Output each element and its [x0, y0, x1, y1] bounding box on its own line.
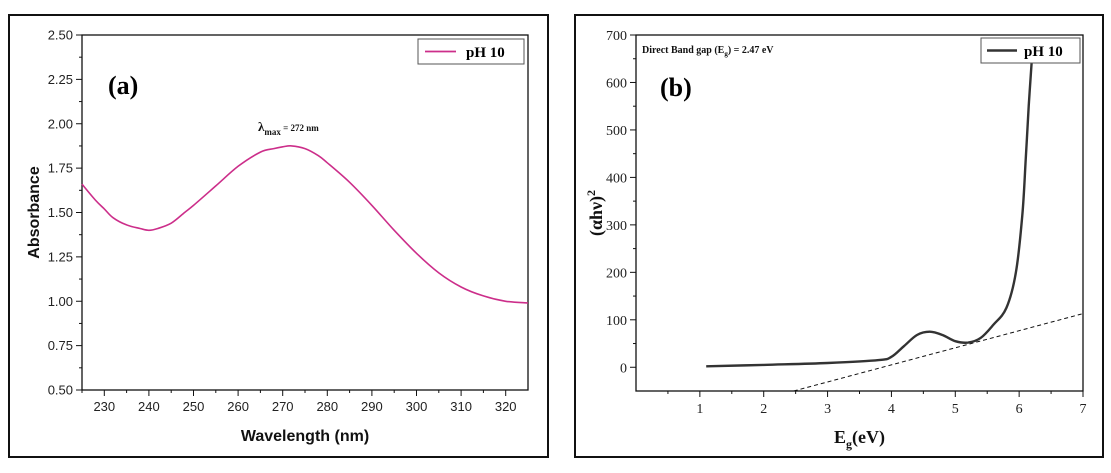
y-tick-label: 2.00: [48, 116, 73, 131]
panel-label: (a): [108, 71, 138, 100]
y-tick-label: 300: [606, 219, 627, 234]
x-tick-label: 280: [316, 399, 338, 414]
plot-frame: [81, 34, 529, 391]
x-axis-title: Wavelength (nm): [241, 428, 369, 445]
x-tick-label: 1: [696, 402, 703, 417]
y-tick-label: 0.75: [48, 338, 73, 353]
band-gap-annotation: Direct Band gap (Eg) = 2.47 eV: [642, 45, 774, 58]
x-tick-label: 310: [450, 399, 472, 414]
x-tick-label: 2: [760, 402, 767, 417]
y-tick-label: 500: [606, 124, 627, 139]
x-tick-label: 7: [1080, 402, 1087, 417]
y-tick-label: 200: [606, 266, 627, 281]
x-tick-label: 300: [406, 399, 428, 414]
x-tick-label: 230: [93, 399, 115, 414]
x-tick-label: 270: [272, 399, 294, 414]
y-tick-label: 0.50: [48, 383, 73, 398]
x-tick-label: 5: [952, 402, 959, 417]
y-axis-title: Absorbance: [26, 166, 43, 259]
y-tick-label: 0: [620, 361, 627, 376]
y-tick-label: 100: [606, 314, 627, 329]
chart-panel-b: 0 100 200 300 400 500 600 700 1 2 3 4 5 6 7 Eg(eV) (αhν)…: [574, 14, 1104, 458]
y-tick-label: 2.50: [48, 28, 73, 43]
y-tick-label: 700: [606, 29, 627, 44]
y-tick-label: 1.75: [48, 161, 73, 176]
x-tick-label: 260: [227, 399, 249, 414]
x-tick-label: 240: [138, 399, 160, 414]
y-tick-label: 1.50: [48, 205, 73, 220]
y-tick-label: 600: [606, 76, 627, 91]
x-axis-title: Eg(eV): [834, 427, 885, 451]
legend-label: pH 10: [466, 45, 505, 61]
band-gap-chart: 0 100 200 300 400 500 600 700 1 2 3 4 5 6 7 Eg(eV) (αhν)…: [584, 29, 1087, 451]
x-tick-label: 290: [361, 399, 383, 414]
absorbance-chart: 0.50 0.75 1.00 1.25 1.50 1.75 2.00 2.25 2.50 230 2…: [26, 28, 529, 445]
y-axis-title: (αhν)2: [584, 190, 607, 236]
plot-frame: [635, 34, 1084, 392]
y-tick-label: 1.25: [48, 249, 73, 264]
y-tick-label: 2.25: [48, 72, 73, 87]
x-tick-label: 320: [495, 399, 517, 414]
chart-panel-a: 0.50 0.75 1.00 1.25 1.50 1.75 2.00 2.25 2.50 230 2…: [8, 14, 549, 458]
x-tick-label: 6: [1016, 402, 1023, 417]
tangent-fit-line: [793, 313, 1084, 392]
y-tick-label: 400: [606, 171, 627, 186]
x-tick-label: 250: [183, 399, 205, 414]
x-tick-label: 4: [888, 402, 895, 417]
panel-label: (b): [660, 73, 692, 102]
lambda-max-annotation: λmax = 272 nm: [258, 119, 319, 137]
y-tick-label: 1.00: [48, 294, 73, 309]
series-line-ph10: [81, 145, 529, 304]
x-tick-label: 3: [824, 402, 831, 417]
series-line-ph10: [706, 58, 1034, 368]
legend-label: pH 10: [1024, 44, 1063, 60]
